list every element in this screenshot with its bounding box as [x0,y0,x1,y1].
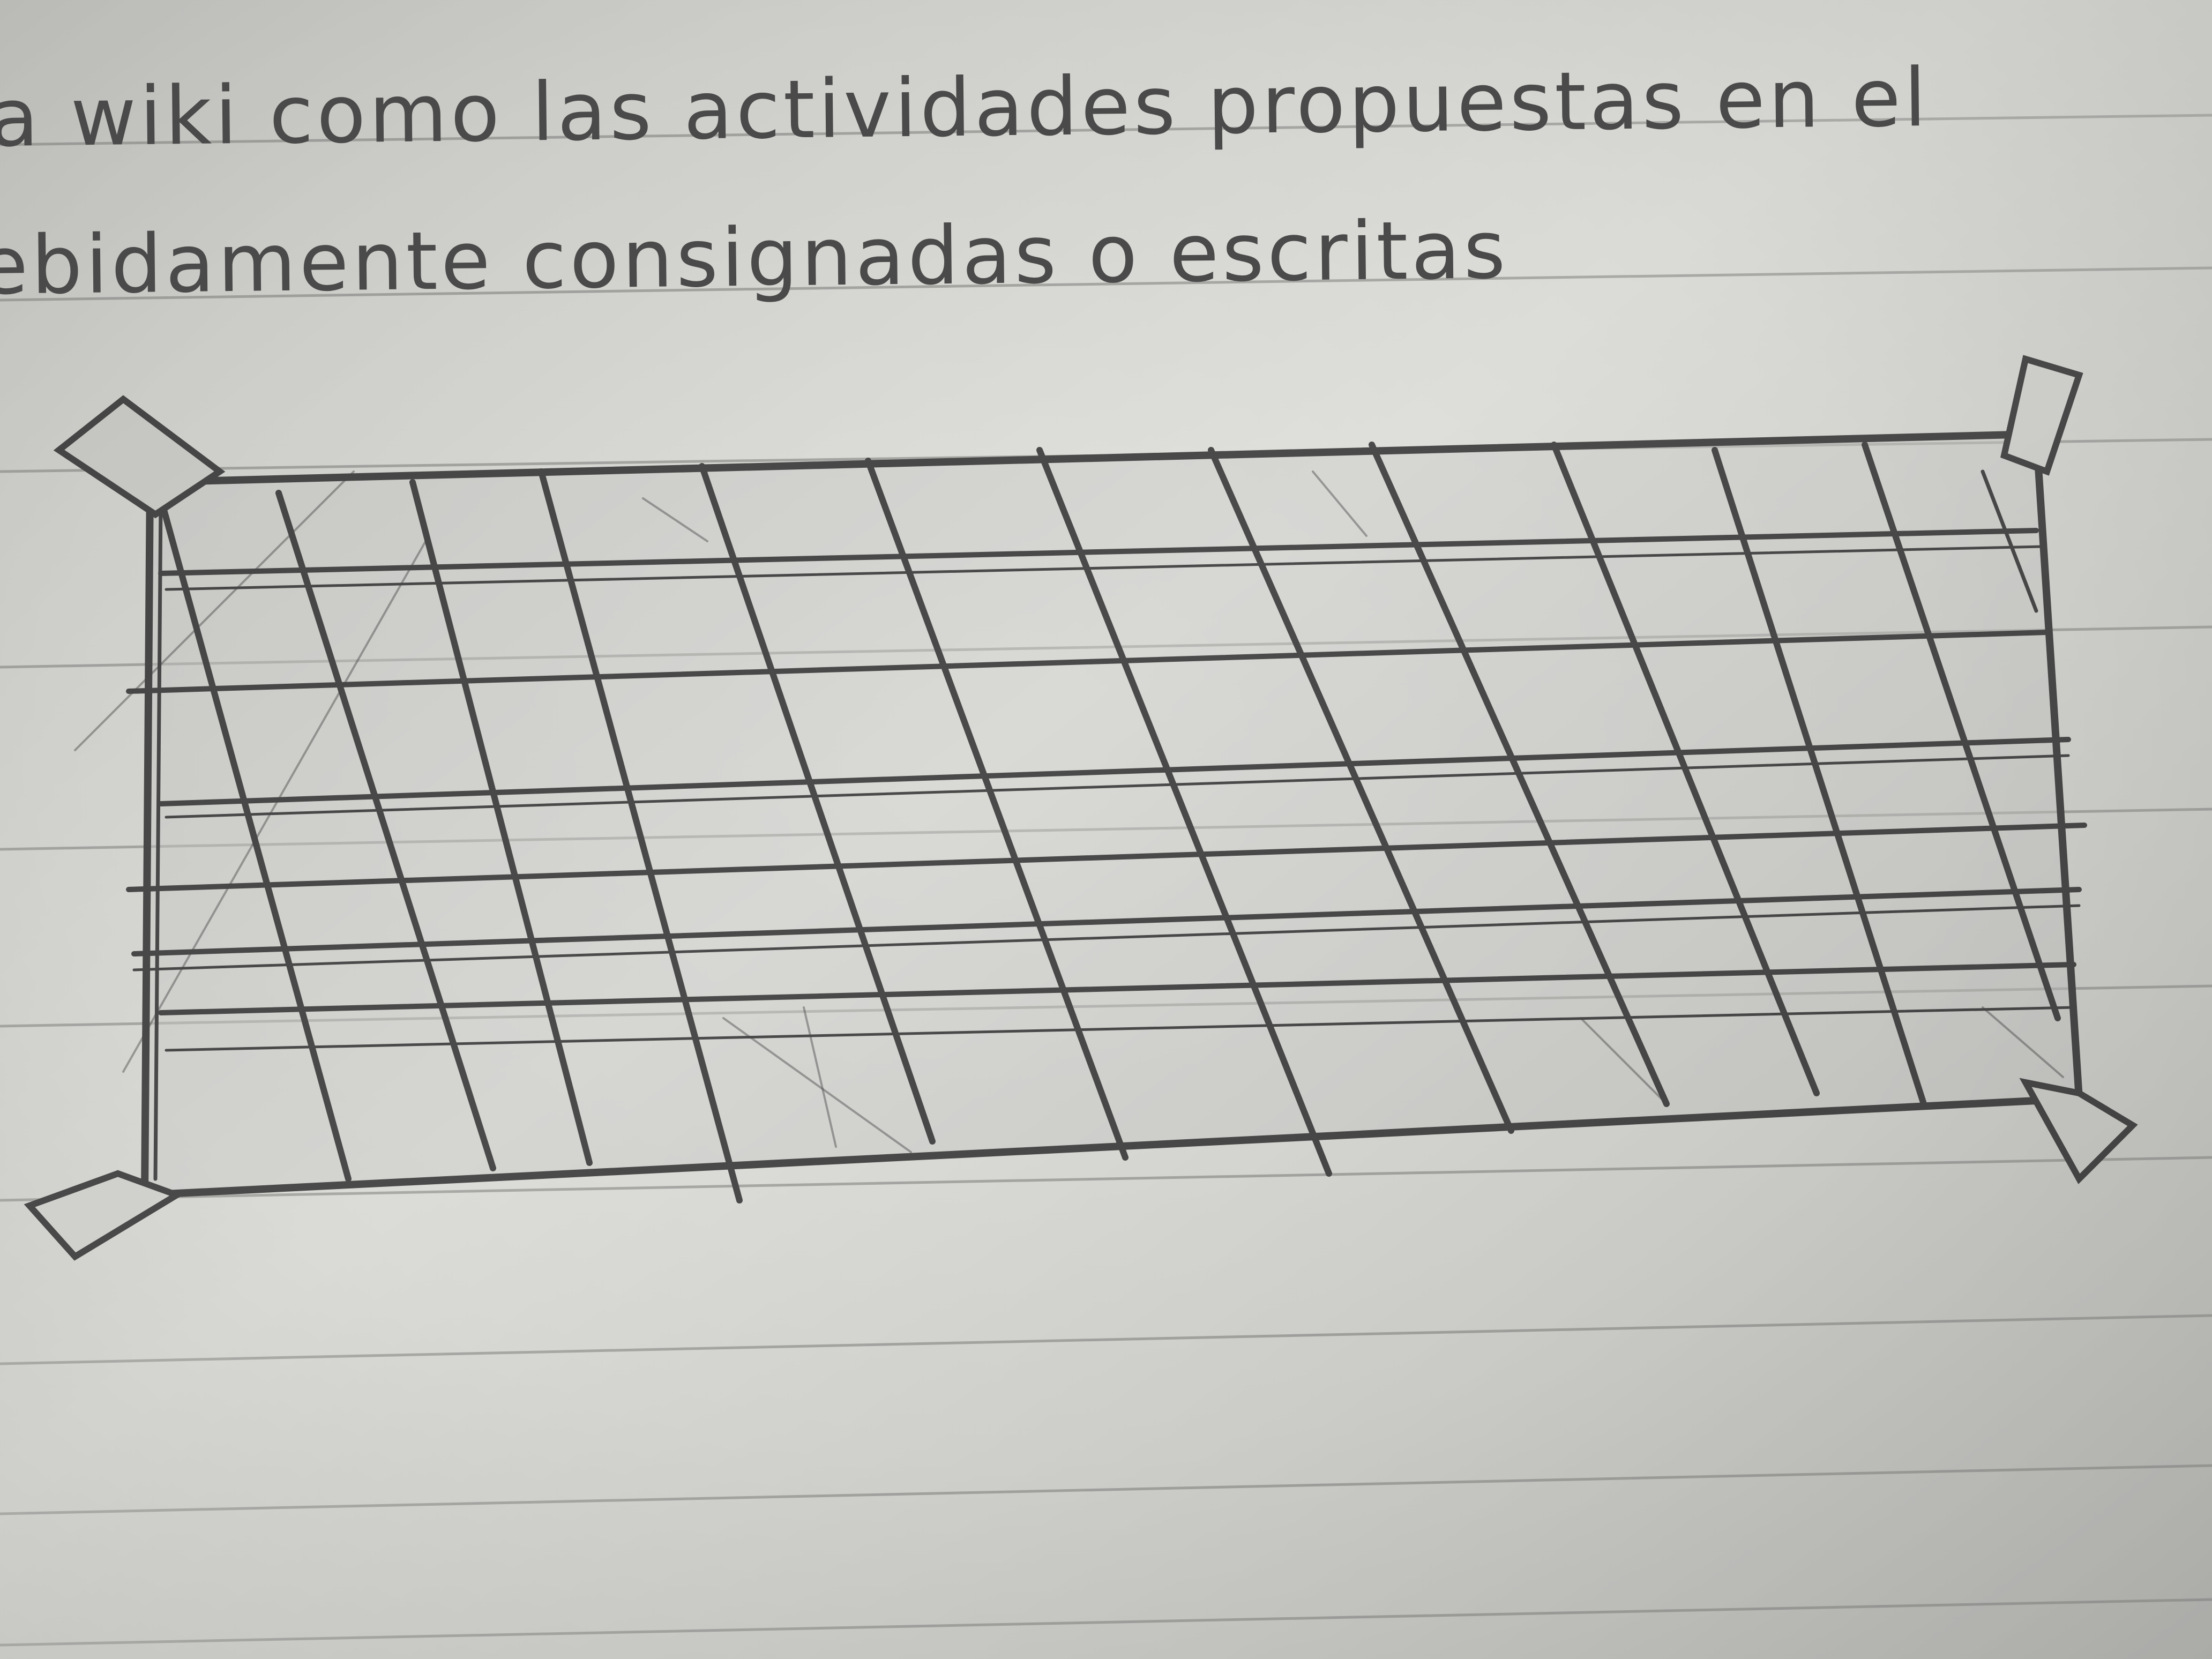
handwritten-line-2: ebidamente consignadas o escritas [0,204,1509,313]
